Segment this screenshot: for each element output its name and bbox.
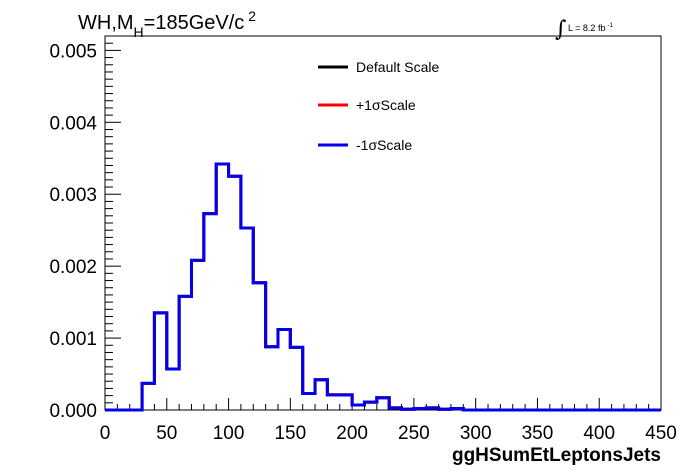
series-line-default [105,162,661,412]
x-tick-label: 200 [336,423,368,444]
lumi-text: L = 8.2 fb [568,23,605,33]
lumi-label: L = 8.2 fb -1 [568,23,613,33]
y-tick-label: 0.002 [49,257,97,278]
x-tick-label: 50 [156,423,177,444]
legend-label-default: Default Scale [356,59,439,75]
title-main: WH,M [78,12,134,34]
title-rest: =185GeV/c [144,12,245,34]
chart-title: WH,MH=185GeV/c 2 [78,8,256,40]
y-tick-label: 0.001 [49,329,97,350]
legend-label-plus1sigma: +1σScale [356,97,416,113]
x-tick-label: 400 [583,423,615,444]
y-axis: 0.000 0.001 0.002 0.003 0.004 0.005 [49,41,121,422]
series-group [105,162,661,412]
x-axis-label: ggHSumEtLeptonsJets [452,445,661,466]
x-tick-label: 350 [522,423,554,444]
integral-sign: ∫ [555,17,567,42]
x-tick-label: 0 [100,423,111,444]
x-tick-label: 450 [645,423,677,444]
y-tick-label: 0.003 [49,185,97,206]
legend-label-minus1sigma: -1σScale [356,137,412,153]
x-tick-label: 100 [213,423,245,444]
x-axis: 0 50 100 150 200 250 300 350 400 450 [100,398,677,444]
legend: Default Scale +1σScale -1σScale [318,59,439,153]
y-tick-label: 0.004 [49,113,97,134]
title-subscript: H [134,24,144,40]
lumi-superscript: -1 [607,23,613,29]
y-tick-label: 0.000 [49,401,97,422]
series-line-plus1sigma [105,162,661,412]
series-line-minus1sigma [105,162,661,412]
x-tick-label: 300 [460,423,492,444]
plot-frame [104,35,662,411]
y-tick-label: 0.005 [49,41,97,62]
title-superscript: 2 [248,8,256,24]
x-tick-label: 250 [398,423,430,444]
x-tick-label: 150 [274,423,306,444]
